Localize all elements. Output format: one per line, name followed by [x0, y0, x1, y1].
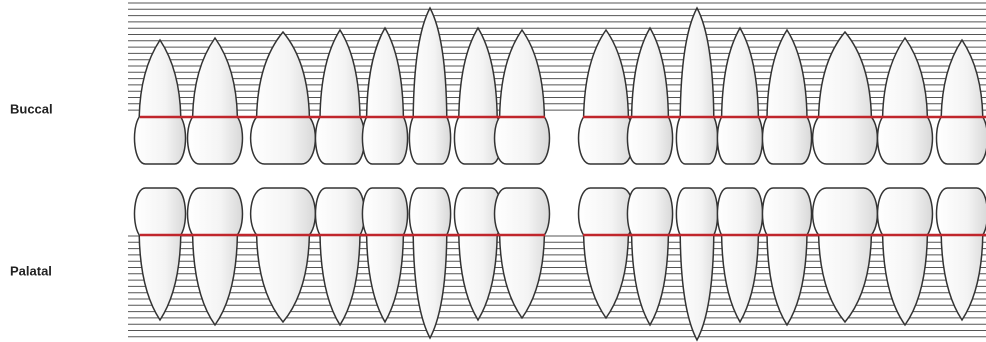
- upper-tooth: [878, 38, 933, 164]
- lower-tooth: [813, 188, 878, 322]
- lower-tooth: [188, 188, 243, 325]
- lower-tooth: [878, 188, 933, 325]
- lower-tooth: [409, 188, 450, 338]
- upper-tooth: [188, 38, 243, 164]
- palatal-label: Palatal: [10, 263, 52, 278]
- upper-tooth: [676, 8, 717, 164]
- upper-tooth: [362, 28, 407, 164]
- upper-tooth: [717, 28, 762, 164]
- lower-tooth: [362, 188, 407, 322]
- lower-tooth: [762, 188, 811, 325]
- upper-tooth: [579, 30, 634, 164]
- upper-tooth: [315, 30, 364, 164]
- upper-tooth: [251, 32, 316, 164]
- upper-tooth: [134, 40, 185, 164]
- lower-tooth: [627, 188, 672, 325]
- buccal-label: Buccal: [10, 101, 53, 116]
- upper-tooth: [409, 8, 450, 164]
- upper-tooth: [762, 30, 811, 164]
- teeth: [134, 8, 986, 340]
- lower-tooth: [676, 188, 717, 340]
- upper-tooth: [627, 28, 672, 164]
- dental-chart: Buccal Palatal: [0, 0, 986, 342]
- lower-tooth: [134, 188, 185, 320]
- lower-tooth: [717, 188, 762, 322]
- upper-tooth: [813, 32, 878, 164]
- lower-tooth: [315, 188, 364, 325]
- lower-tooth: [251, 188, 316, 322]
- lower-tooth: [936, 188, 986, 320]
- upper-tooth: [495, 30, 550, 164]
- upper-tooth: [936, 40, 986, 164]
